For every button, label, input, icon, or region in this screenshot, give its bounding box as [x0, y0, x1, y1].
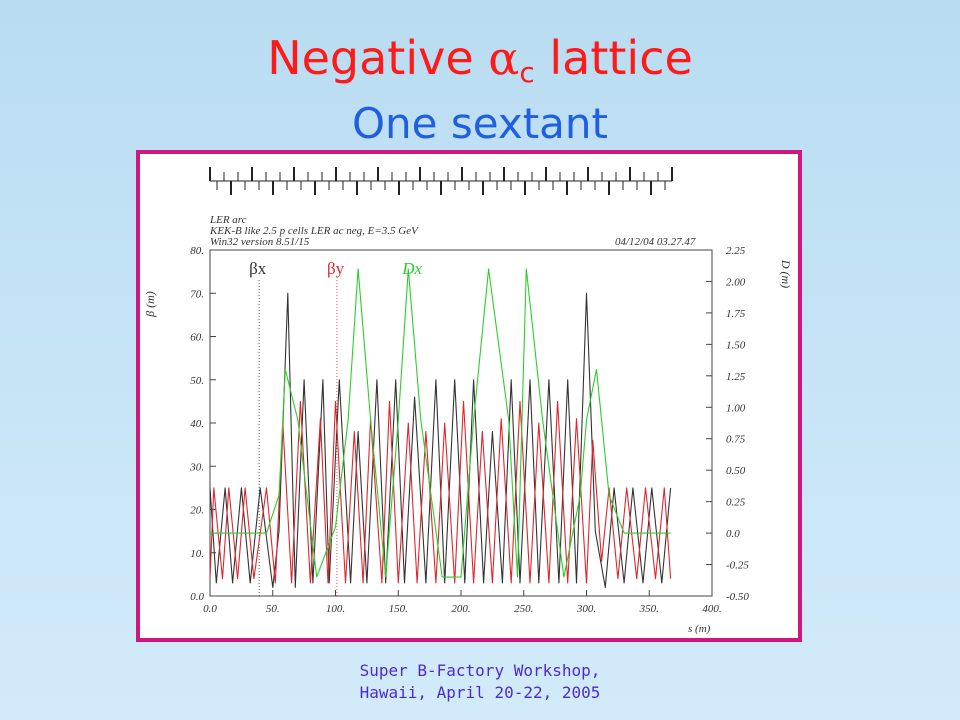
series-line-dispersion [210, 268, 671, 578]
x-tick-label: 250. [514, 603, 533, 615]
y-right-tick-label: -0.25 [726, 560, 749, 572]
legend-entry: Dx [401, 259, 422, 278]
legend-entry: βx [249, 259, 267, 278]
plot-frame [209, 249, 713, 597]
y-left-tick-label: 40. [190, 418, 204, 430]
footer-line-2: Hawaii, April 20-22, 2005 [359, 683, 601, 702]
x-tick-label: 400. [702, 603, 721, 615]
y-left-tick-label: 80. [190, 245, 204, 257]
title-alpha-symbol: α [488, 31, 520, 85]
y-left-tick-label: 0.0 [190, 591, 204, 603]
x-tick-label: 300. [576, 603, 596, 615]
y-right-tick-label: 1.50 [726, 339, 746, 351]
y-left-axis-label: β (m) [143, 291, 157, 318]
y-right-tick-label: 1.75 [726, 308, 746, 320]
slide-title: Negative αc lattice [0, 28, 960, 103]
series-line-beta [209, 292, 672, 588]
x-axis-label: s (m) [688, 623, 711, 635]
y-right-tick-label: 2.00 [726, 276, 746, 288]
slide-footer: Super B-Factory Workshop, Hawaii, April … [0, 660, 960, 704]
plot-header-line2: KEK-B like 2.5 p cells LER ac neg, E=3.5… [209, 225, 419, 237]
slide-subtitle: One sextant [352, 99, 608, 148]
chart-series [209, 268, 672, 588]
x-tick-label: 200. [451, 603, 470, 615]
y-left-tick-label: 60. [190, 332, 204, 344]
y-right-tick-label: 0.25 [726, 497, 746, 509]
plot-header-line1: LER arc [209, 214, 247, 226]
y-left-tick-label: 30. [189, 461, 204, 473]
lattice-chart: LER arc KEK-B like 2.5 p cells LER ac ne… [143, 167, 793, 635]
chart-legend: βx βy Dx [249, 259, 423, 596]
title-subscript: c [519, 56, 535, 89]
x-tick-label: 150. [389, 603, 408, 615]
x-tick-label: 100. [326, 603, 345, 615]
y-right-tick-label: 1.00 [726, 402, 746, 414]
y-right-tick-label: 2.25 [726, 245, 746, 257]
y-left-tick-label: 70. [190, 288, 204, 300]
y-right-tick-label: 0.75 [726, 434, 746, 446]
title-prefix: Negative [267, 31, 489, 85]
lattice-figure: LER arc KEK-B like 2.5 p cells LER ac ne… [136, 150, 802, 642]
legend-entry: βy [327, 259, 345, 278]
y-left-tick-label: 50. [190, 375, 204, 387]
footer-line-1: Super B-Factory Workshop, [359, 661, 601, 680]
y-left-tick-label: 20. [190, 505, 204, 517]
y-right-tick-label: 0.0 [726, 528, 740, 540]
x-tick-label: 0.0 [203, 603, 217, 615]
y-right-tick-label: 1.25 [726, 371, 746, 383]
magnet-layout-strip [209, 167, 673, 195]
x-tick-label: 50. [266, 603, 280, 615]
y-left-tick-label: 10. [190, 548, 204, 560]
x-tick-label: 350. [639, 603, 659, 615]
y-right-tick-label: -0.50 [726, 591, 749, 603]
plot-datestamp: 04/12/04 03.27.47 [615, 236, 696, 248]
axes-ticks: 0.0 50. 100. 150. 200. 250. 300. 350. 400. 0.0 10.… [189, 245, 749, 615]
y-right-axis-label: D (m) [779, 259, 793, 288]
y-right-tick-label: 0.50 [726, 465, 746, 477]
title-suffix: lattice [534, 31, 693, 85]
plot-header-line3: Win32 version 8.51/15 [210, 236, 310, 248]
